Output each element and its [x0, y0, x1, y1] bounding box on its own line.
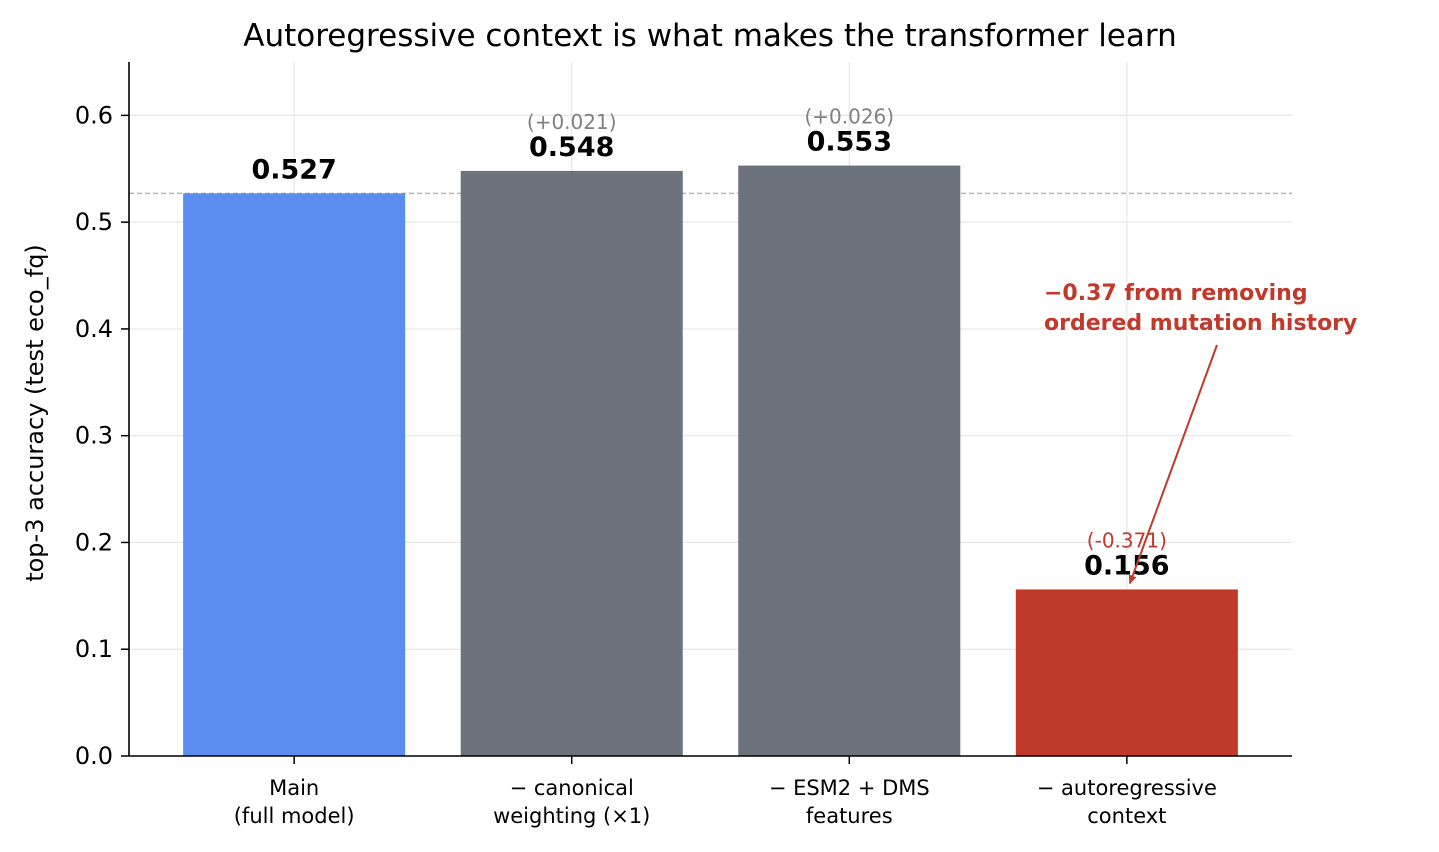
- x-tick-label: weighting (×1): [493, 804, 650, 828]
- y-tick-label: 0.1: [75, 635, 113, 663]
- chart-title: Autoregressive context is what makes the…: [243, 18, 1176, 54]
- delta-label: (-0.371): [1087, 528, 1167, 552]
- annotation-arrow: [1128, 344, 1218, 585]
- y-tick-label: 0.6: [75, 101, 113, 129]
- value-label: 0.548: [529, 132, 614, 163]
- x-tick-label: − canonical: [510, 776, 634, 800]
- value-label: 0.527: [251, 154, 336, 185]
- axes: Main (full model) − canonical weighting (×1…: [75, 62, 1292, 828]
- value-label: 0.553: [807, 127, 892, 158]
- annotation-text: −0.37 from removing: [1044, 281, 1308, 306]
- x-tick-label: − ESM2 + DMS: [769, 776, 930, 800]
- x-tick-label: features: [806, 804, 893, 828]
- delta-label: (+0.026): [804, 105, 894, 129]
- value-labels-layer: 0.527 0.548(+0.021) 0.553(+0.026) 0.156(-0.…: [251, 105, 1169, 582]
- y-tick-label: 0.0: [75, 742, 113, 770]
- annotation-text: ordered mutation history: [1044, 311, 1357, 336]
- x-tick-label: (full model): [234, 804, 355, 828]
- delta-label: (+0.021): [527, 110, 617, 134]
- y-tick-label: 0.4: [75, 315, 113, 343]
- y-tick-label: 0.5: [75, 208, 113, 236]
- y-axis-label: top-3 accuracy (test eco_fq): [21, 244, 49, 582]
- x-tick-label: − autoregressive: [1037, 776, 1217, 800]
- bar: [183, 193, 406, 756]
- bars-layer: [183, 165, 1238, 757]
- y-tick-label: 0.3: [75, 422, 113, 450]
- y-tick-label: 0.2: [75, 528, 113, 556]
- bar: [738, 165, 961, 756]
- annotation: −0.37 from removing ordered mutation hist…: [1044, 281, 1357, 585]
- bar: [460, 170, 683, 757]
- x-tick-label: context: [1087, 804, 1166, 828]
- bar: [1015, 589, 1238, 756]
- value-label: 0.156: [1084, 550, 1169, 581]
- x-tick-label: Main: [269, 776, 319, 800]
